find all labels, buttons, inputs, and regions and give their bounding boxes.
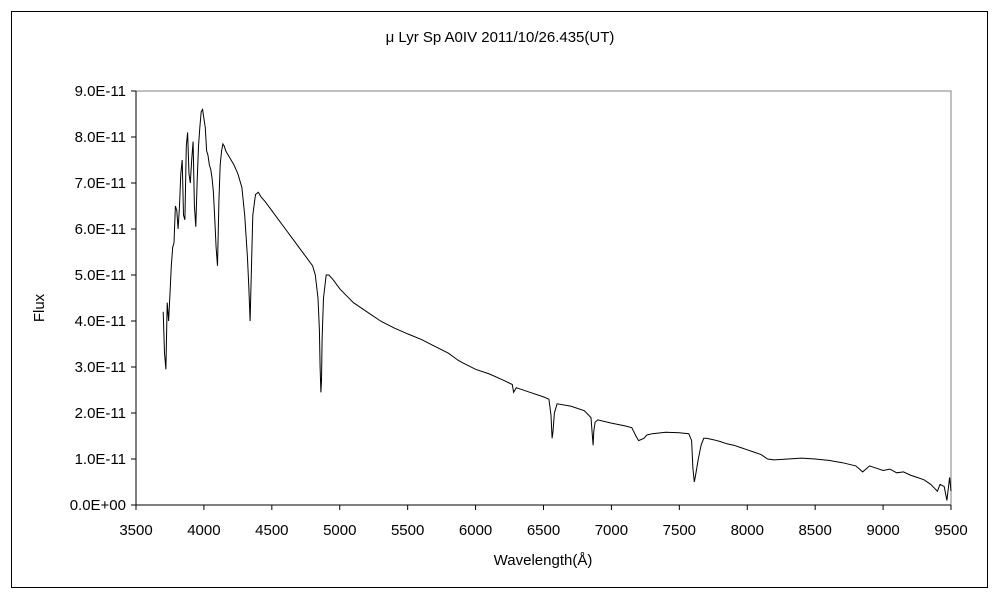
y-tick-label: 1.0E-11 xyxy=(75,451,126,468)
plot-area xyxy=(135,90,952,506)
y-tick-label: 4.0E-11 xyxy=(75,313,126,330)
y-tick-label: 7.0E-11 xyxy=(75,175,126,192)
x-axis-label: Wavelength(Å) xyxy=(494,552,593,569)
y-tick-label: 5.0E-11 xyxy=(75,267,126,284)
y-tick-label: 2.0E-11 xyxy=(75,405,126,422)
spectrum-line xyxy=(162,107,952,501)
x-tick-label: 8500 xyxy=(798,522,831,539)
x-tick-label: 9500 xyxy=(934,522,967,539)
x-tick-label: 6000 xyxy=(459,522,492,539)
x-tick-label: 4000 xyxy=(187,522,220,539)
y-axis-label: Flux xyxy=(31,293,48,322)
x-tick-label: 5000 xyxy=(323,522,356,539)
x-tick-label: 7500 xyxy=(663,522,696,539)
x-tick-label: 4500 xyxy=(255,522,288,539)
x-tick-label: 9000 xyxy=(866,522,899,539)
y-tick-label: 0.0E+00 xyxy=(70,497,126,514)
chart-title: μ Lyr Sp A0IV 2011/10/26.435(UT) xyxy=(386,29,615,46)
x-tick-label: 8000 xyxy=(731,522,764,539)
x-axis: 3500 4000 4500 5000 5500 6000 6500 7000 7500 8000… xyxy=(119,505,968,539)
x-tick-label: 7000 xyxy=(595,522,628,539)
x-tick-label: 5500 xyxy=(391,522,424,539)
x-tick-label: 6500 xyxy=(527,522,560,539)
y-tick-label: 3.0E-11 xyxy=(75,359,126,376)
y-axis: 0.0E+00 1.0E-11 2.0E-11 3.0E-11 4.0E-11 5.0E-… xyxy=(70,83,136,514)
y-tick-label: 6.0E-11 xyxy=(75,221,126,238)
x-tick-label: 3500 xyxy=(119,522,152,539)
y-tick-label: 8.0E-11 xyxy=(75,129,126,146)
y-tick-label: 9.0E-11 xyxy=(75,83,126,100)
